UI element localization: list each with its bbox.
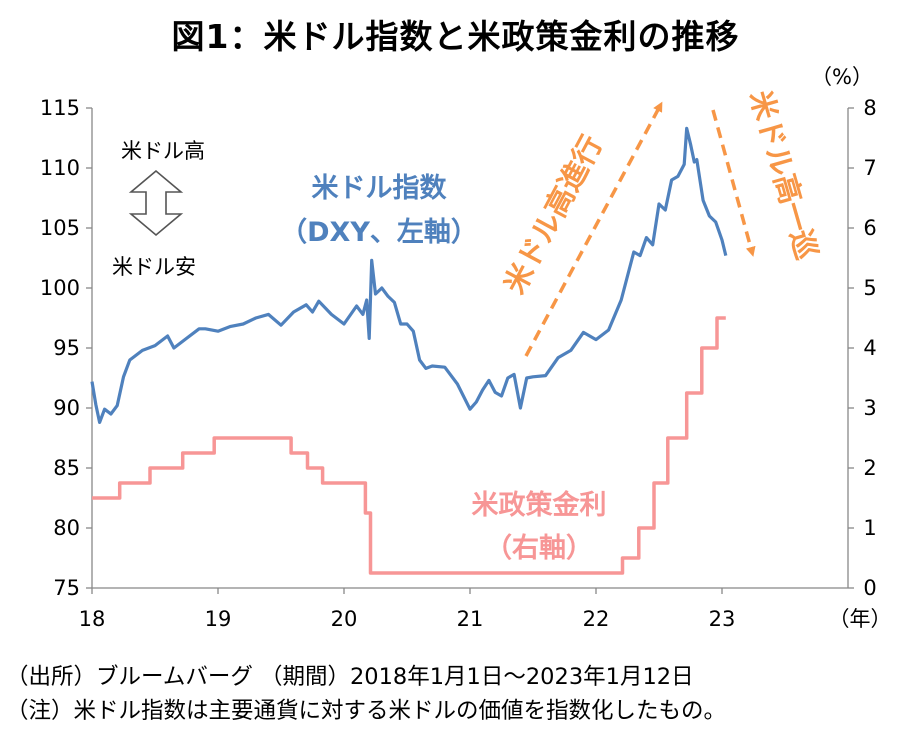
right-tick-label: 8 — [863, 96, 876, 120]
x-tick-label: 19 — [205, 607, 232, 631]
dollar-index-line — [90, 126, 728, 424]
x-tick-label: 21 — [457, 607, 484, 631]
up-trend-label: 米ドル高進行 — [497, 130, 609, 300]
chart-title: 図1：米ドル指数と米政策金利の推移 — [171, 17, 740, 56]
plot-area — [90, 126, 728, 575]
left-tick-label: 75 — [53, 576, 80, 600]
x-tick-label: 23 — [709, 607, 736, 631]
footnotes: （出所）ブルームバーグ （期間）2018年1月1日～2023年1月12日 （注）… — [6, 660, 726, 728]
right-tick-label: 5 — [863, 276, 876, 300]
definition-note: （注）米ドル指数は主要通貨に対する米ドルの価値を指数化したもの。 — [6, 698, 727, 724]
x-unit-label: （年） — [829, 607, 892, 631]
up-trend-arrow — [524, 101, 663, 357]
right-tick-label: 1 — [863, 516, 876, 540]
left-tick-label: 95 — [53, 336, 80, 360]
right-tick-label: 3 — [863, 396, 876, 420]
right-tick-label: 4 — [863, 336, 876, 360]
policy-rate-line — [92, 316, 726, 575]
up-down-arrow-icon — [128, 169, 184, 237]
rate-axis-label: （右軸） — [485, 533, 593, 564]
dxy-axis-label: （DXY、左軸） — [280, 217, 478, 248]
source-note: （出所）ブルームバーグ （期間）2018年1月1日～2023年1月12日 — [6, 664, 694, 690]
high-label: 米ドル高 — [121, 139, 205, 163]
dxy-label: 米ドル指数 — [312, 173, 448, 204]
left-tick-label: 110 — [40, 156, 80, 180]
y2-unit-label: （%） — [811, 65, 873, 89]
left-tick-label: 90 — [53, 396, 80, 420]
left-tick-label: 80 — [53, 516, 80, 540]
left-tick-label: 85 — [53, 456, 80, 480]
x-tick-label: 20 — [331, 607, 358, 631]
left-tick-label: 100 — [40, 276, 80, 300]
right-tick-label: 7 — [863, 156, 876, 180]
turn-label: 米ドル高一巡 — [743, 87, 824, 264]
rate-label: 米政策金利 — [472, 489, 607, 521]
x-tick-label: 18 — [79, 607, 106, 631]
x-tick-label: 22 — [583, 607, 610, 631]
low-label: 米ドル安 — [112, 255, 196, 279]
left-tick-label: 105 — [40, 216, 80, 240]
right-tick-label: 2 — [863, 456, 876, 480]
left-tick-label: 115 — [40, 96, 80, 120]
right-tick-label: 6 — [863, 216, 876, 240]
right-tick-label: 0 — [863, 576, 876, 600]
reversal-arrow — [711, 109, 756, 257]
